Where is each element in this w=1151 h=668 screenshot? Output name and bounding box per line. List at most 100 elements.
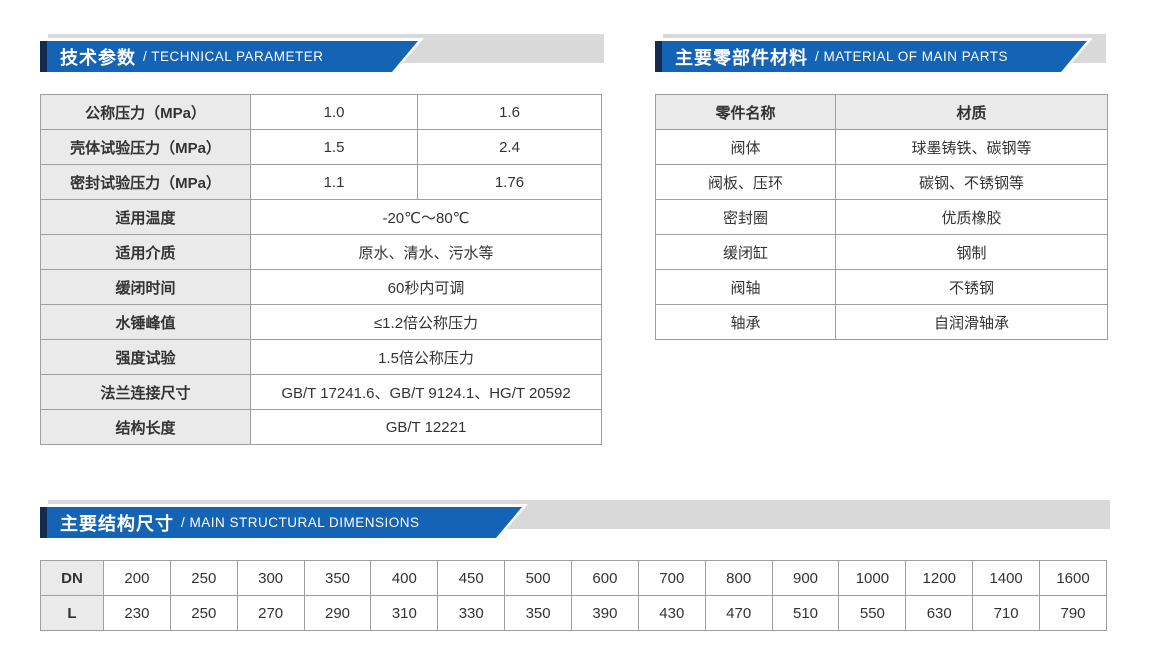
- dn-value: 450: [437, 560, 506, 596]
- technical-title-en: / TECHNICAL PARAMETER: [143, 49, 324, 64]
- param-value: ≤1.2倍公称压力: [250, 304, 602, 340]
- dimensions-table: DN 200 250 300 350 400 450 500 600 700 8…: [40, 560, 1107, 631]
- dn-value: 1600: [1039, 560, 1107, 596]
- technical-parameter-table: 公称压力（MPa） 1.0 1.6 壳体试验压力（MPa） 1.5 2.4 密封…: [40, 94, 602, 445]
- part-name: 阀体: [655, 129, 836, 165]
- dn-value: 800: [704, 560, 773, 596]
- param-value: 1.0: [250, 94, 418, 130]
- header-accent-bar: [40, 507, 47, 538]
- part-material: 钢制: [835, 234, 1108, 270]
- dn-value: 200: [103, 560, 171, 596]
- part-material: 不锈钢: [835, 269, 1108, 305]
- dimensions-title-en: / MAIN STRUCTURAL DIMENSIONS: [181, 515, 420, 530]
- part-name: 阀板、压环: [655, 164, 836, 200]
- l-row: L 230 250 270 290 310 330 350 390 430 47…: [40, 595, 1107, 631]
- table-header-row: 零件名称 材质: [655, 94, 1108, 130]
- l-value: 250: [169, 595, 238, 631]
- param-label: 缓闭时间: [40, 269, 251, 305]
- l-value: 630: [905, 595, 974, 631]
- l-value: 310: [370, 595, 439, 631]
- structural-dimensions-header: 主要结构尺寸 / MAIN STRUCTURAL DIMENSIONS: [40, 500, 1110, 540]
- dn-value: 500: [504, 560, 573, 596]
- part-name: 缓闭缸: [655, 234, 836, 270]
- table-row: 适用温度 -20℃～80℃: [40, 199, 602, 235]
- table-row: 密封圈 优质橡胶: [655, 199, 1108, 235]
- material-main-parts-header: 主要零部件材料 / MATERIAL OF MAIN PARTS: [655, 34, 1106, 74]
- materials-title-en: / MATERIAL OF MAIN PARTS: [815, 49, 1009, 64]
- part-material: 碳钢、不锈钢等: [835, 164, 1108, 200]
- dn-value: 600: [571, 560, 639, 596]
- part-material: 球墨铸铁、碳钢等: [835, 129, 1108, 165]
- param-value: -20℃～80℃: [250, 199, 602, 235]
- table-row: 缓闭缸 钢制: [655, 234, 1108, 270]
- part-name: 密封圈: [655, 199, 836, 235]
- dimensions-title-zh: 主要结构尺寸: [60, 513, 174, 534]
- l-value: 430: [637, 595, 706, 631]
- dn-value: 1200: [905, 560, 974, 596]
- param-value: 1.6: [417, 94, 602, 130]
- materials-table: 零件名称 材质 阀体 球墨铸铁、碳钢等 阀板、压环 碳钢、不锈钢等 密封圈 优质…: [655, 94, 1108, 340]
- param-label: 密封试验压力（MPa）: [40, 164, 251, 200]
- part-name: 轴承: [655, 304, 836, 340]
- dn-value: 400: [370, 560, 439, 596]
- l-value: 710: [972, 595, 1041, 631]
- dn-value: 1000: [838, 560, 907, 596]
- param-value: GB/T 17241.6、GB/T 9124.1、HG/T 20592: [250, 374, 602, 410]
- param-value: 1.76: [417, 164, 602, 200]
- table-row: 阀轴 不锈钢: [655, 269, 1108, 305]
- param-value: 2.4: [417, 129, 602, 165]
- header-banner: 主要结构尺寸 / MAIN STRUCTURAL DIMENSIONS: [40, 507, 522, 538]
- table-row: 强度试验 1.5倍公称压力: [40, 339, 602, 375]
- param-value: 1.1: [250, 164, 418, 200]
- table-row: 阀体 球墨铸铁、碳钢等: [655, 129, 1108, 165]
- param-label: 适用介质: [40, 234, 251, 270]
- table-row: 公称压力（MPa） 1.0 1.6: [40, 94, 602, 130]
- table-row: 水锤峰值 ≤1.2倍公称压力: [40, 304, 602, 340]
- table-row: 结构长度 GB/T 12221: [40, 409, 602, 445]
- column-header: 零件名称: [655, 94, 836, 130]
- param-value: 原水、清水、污水等: [250, 234, 602, 270]
- table-row: 法兰连接尺寸 GB/T 17241.6、GB/T 9124.1、HG/T 205…: [40, 374, 602, 410]
- dn-value: 350: [303, 560, 372, 596]
- l-value: 550: [838, 595, 907, 631]
- l-value: 270: [236, 595, 305, 631]
- table-row: 缓闭时间 60秒内可调: [40, 269, 602, 305]
- part-name: 阀轴: [655, 269, 836, 305]
- part-material: 优质橡胶: [835, 199, 1108, 235]
- param-value: GB/T 12221: [250, 409, 602, 445]
- technical-title-zh: 技术参数: [60, 47, 136, 68]
- header-banner: 主要零部件材料 / MATERIAL OF MAIN PARTS: [655, 41, 1087, 72]
- l-value: 290: [303, 595, 372, 631]
- l-value: 390: [571, 595, 639, 631]
- dn-value: 300: [236, 560, 305, 596]
- table-row: 阀板、压环 碳钢、不锈钢等: [655, 164, 1108, 200]
- dn-value: 700: [637, 560, 706, 596]
- param-label: 法兰连接尺寸: [40, 374, 251, 410]
- header-banner: 技术参数 / TECHNICAL PARAMETER: [40, 41, 418, 72]
- l-value: 330: [437, 595, 506, 631]
- l-value: 470: [704, 595, 773, 631]
- param-label: 结构长度: [40, 409, 251, 445]
- materials-title-zh: 主要零部件材料: [675, 47, 808, 68]
- param-label: 壳体试验压力（MPa）: [40, 129, 251, 165]
- table-row: 密封试验压力（MPa） 1.1 1.76: [40, 164, 602, 200]
- l-value: 350: [504, 595, 573, 631]
- dn-value: 1400: [972, 560, 1041, 596]
- l-value: 790: [1039, 595, 1107, 631]
- param-label: 水锤峰值: [40, 304, 251, 340]
- param-label: 适用温度: [40, 199, 251, 235]
- dn-value: 900: [771, 560, 840, 596]
- dn-value: 250: [169, 560, 238, 596]
- param-value: 1.5: [250, 129, 418, 165]
- param-value: 60秒内可调: [250, 269, 602, 305]
- param-value: 1.5倍公称压力: [250, 339, 602, 375]
- table-row: 轴承 自润滑轴承: [655, 304, 1108, 340]
- row-header: DN: [40, 560, 104, 596]
- part-material: 自润滑轴承: [835, 304, 1108, 340]
- l-value: 510: [771, 595, 840, 631]
- technical-parameter-header: 技术参数 / TECHNICAL PARAMETER: [40, 34, 604, 74]
- table-row: 适用介质 原水、清水、污水等: [40, 234, 602, 270]
- param-label: 公称压力（MPa）: [40, 94, 251, 130]
- column-header: 材质: [835, 94, 1108, 130]
- header-accent-bar: [40, 41, 47, 72]
